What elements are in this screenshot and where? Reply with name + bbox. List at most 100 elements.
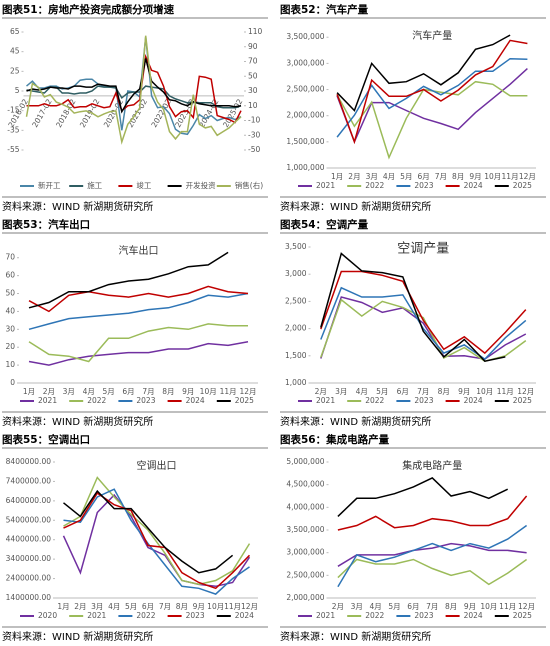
- series-line: [320, 270, 527, 355]
- x-tick-label: 8月: [162, 387, 174, 396]
- x-tick-label: 6月: [122, 387, 134, 396]
- x-tick-label: 9月: [458, 387, 470, 396]
- legend-label: 2021: [316, 611, 335, 620]
- y-tick-label: 3,000: [285, 269, 307, 278]
- y-tick-label: 10: [5, 360, 15, 369]
- x-tick-label: 12月: [518, 602, 535, 611]
- panel-source: 资料来源：WIND 新湖期货研究所: [280, 630, 431, 643]
- x-tick-label: 7月: [159, 602, 171, 611]
- x-tick-label: 9月: [469, 172, 481, 181]
- x-tick-label: 9月: [464, 602, 476, 611]
- y2-tick-label: 10: [248, 101, 258, 110]
- x-tick-label: 4月: [356, 387, 368, 396]
- x-tick-label: 5月: [400, 172, 412, 181]
- series-line: [63, 489, 234, 574]
- y-tick-label: 5,000,000: [286, 457, 324, 466]
- x-tick-label: 10月: [200, 387, 217, 396]
- legend-label: 2023: [414, 396, 433, 405]
- x-tick-label: 7月: [417, 387, 429, 396]
- y-tick-label: 4,500,000: [286, 480, 324, 489]
- panel-source: 资料来源：WIND 新湖期货研究所: [280, 415, 431, 428]
- y-tick-label: 50: [5, 289, 15, 298]
- series-line: [63, 492, 251, 590]
- y-tick-label: 1,500: [285, 351, 307, 360]
- y2-tick-label: -10: [248, 116, 260, 125]
- y2-tick-label: -30: [248, 130, 260, 139]
- legend-label: 2025: [235, 396, 254, 405]
- panel-caption: 图表51：房地产投资完成额分项增速: [2, 3, 175, 16]
- x-tick-label: 12月: [241, 602, 258, 611]
- y2-tick-label: 110: [248, 27, 263, 36]
- series-line: [28, 251, 229, 309]
- x-tick-label: 6月: [397, 387, 409, 396]
- legend-label: 2024: [186, 396, 205, 405]
- y-tick-label: 3,000,000: [286, 58, 324, 67]
- y-tick-label: 2,500,000: [286, 85, 324, 94]
- x-tick-label: 11月: [497, 387, 514, 396]
- x-tick-label: 9月: [182, 387, 194, 396]
- y-tick-label: 8400000.00: [6, 457, 52, 466]
- x-tick-label: 3月: [366, 172, 378, 181]
- series-line: [28, 323, 248, 363]
- x-tick-label: 1月: [57, 602, 69, 611]
- x-tick-label: 11月: [502, 172, 519, 181]
- legend-label: 2023: [186, 611, 205, 620]
- legend-label: 开发投资: [186, 180, 216, 190]
- y-tick-label: 25: [10, 66, 20, 75]
- x-tick-label: 1月: [331, 172, 343, 181]
- x-tick-label: 10月: [480, 602, 497, 611]
- legend-label: 2024: [464, 181, 483, 190]
- y-tick-label: 1400000.00: [6, 593, 52, 602]
- x-tick-label: 8月: [438, 387, 450, 396]
- y-tick-label: -35: [7, 125, 19, 134]
- series-line: [336, 68, 528, 144]
- y-tick-label: 1,500,000: [286, 137, 324, 146]
- x-tick-label: 10月: [476, 387, 493, 396]
- y-tick-label: 2,500: [285, 296, 307, 305]
- legend-label: 2022: [365, 181, 384, 190]
- series-line: [337, 558, 528, 586]
- x-tick-label: 6月: [407, 602, 419, 611]
- series-line: [337, 542, 527, 567]
- y2-tick-label: 50: [248, 71, 258, 80]
- y-tick-label: 2,000,000: [286, 593, 324, 602]
- panel-caption: 图表52：汽车产量: [280, 3, 369, 16]
- y-tick-label: 7400000.00: [6, 476, 52, 485]
- x-tick-label: 6月: [142, 602, 154, 611]
- series-line: [337, 524, 528, 588]
- x-tick-label: 8月: [452, 172, 464, 181]
- panel-caption: 图表55：空调出口: [2, 433, 90, 446]
- y-tick-label: 60: [5, 271, 15, 280]
- panel-source: 资料来源：WIND 新湖期货研究所: [2, 415, 153, 428]
- series-line: [26, 85, 242, 109]
- x-tick-label: 12月: [519, 172, 536, 181]
- y-tick-label: 4400000.00: [6, 535, 52, 544]
- legend-label: 2022: [136, 611, 155, 620]
- series-line: [320, 296, 527, 360]
- x-tick-label: 5月: [125, 602, 137, 611]
- y-tick-label: 2400000.00: [6, 574, 52, 583]
- x-tick-label: 7月: [426, 602, 438, 611]
- x-tick-label: 4月: [83, 387, 95, 396]
- legend-label: 2024: [464, 396, 483, 405]
- y2-tick-label: 90: [248, 42, 258, 51]
- x-tick-label: 7月: [142, 387, 154, 396]
- legend-label: 2023: [136, 396, 155, 405]
- x-tick-label: 8月: [176, 602, 188, 611]
- y2-tick-label: -50: [248, 145, 260, 154]
- series-line: [25, 35, 242, 145]
- chart-title: 空调出口: [137, 459, 177, 472]
- y-tick-label: 2,500,000: [286, 570, 324, 579]
- x-tick-label: 4月: [108, 602, 120, 611]
- x-tick-label: 2月: [315, 387, 327, 396]
- y-tick-label: 1,000: [285, 378, 307, 387]
- y-tick-label: 65: [10, 27, 20, 36]
- x-tick-label: 11月: [220, 387, 237, 396]
- x-tick-label: 4月: [370, 602, 382, 611]
- panel-source: 资料来源：WIND 新湖期货研究所: [280, 200, 431, 213]
- panel-caption: 图表56：集成电路产量: [280, 433, 390, 446]
- y-tick-label: 3,500,000: [286, 525, 324, 534]
- x-tick-label: 2月: [43, 387, 55, 396]
- legend-label: 2025: [513, 181, 532, 190]
